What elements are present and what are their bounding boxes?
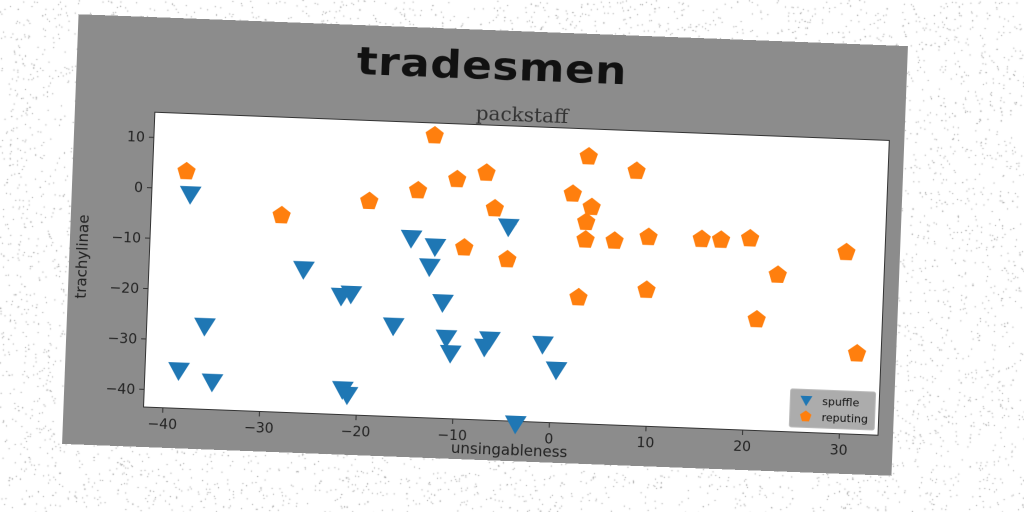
- point-spuffle: [532, 335, 554, 355]
- x-tick-label: −10: [437, 427, 467, 444]
- x-tick-label: −40: [147, 416, 177, 433]
- point-spuffle: [382, 317, 405, 337]
- y-tick-label: −40: [105, 381, 135, 398]
- point-spuffle: [419, 258, 441, 278]
- point-spuffle: [340, 285, 363, 305]
- x-tick-label: 20: [733, 439, 751, 456]
- y-tick-label: 0: [134, 180, 144, 196]
- chart-svg: packstaff −40 −30 −20 −10 0 10 20 30 100−10−20−…: [72, 101, 890, 461]
- point-spuffle: [194, 317, 216, 337]
- point-reputing: [627, 161, 646, 180]
- y-tick-label: −30: [107, 331, 137, 348]
- point-spuffle: [179, 185, 202, 205]
- point-reputing: [477, 163, 496, 181]
- point-reputing: [582, 197, 601, 216]
- y-tick-label: 10: [127, 129, 145, 146]
- x-tick-label: −20: [340, 424, 370, 441]
- figure-panel: tradesmen packstaff −40 −30 −20 −10 0 10 20 30 …: [62, 14, 908, 476]
- point-spuffle: [424, 238, 447, 258]
- legend-label-spuffle: spuffle: [822, 395, 860, 409]
- point-reputing: [569, 287, 588, 306]
- legend-marker-reputing-shape: [800, 410, 812, 422]
- legend-label-reputing: reputing: [821, 411, 868, 426]
- point-reputing: [605, 231, 624, 249]
- markers-layer: [168, 125, 867, 435]
- point-reputing: [579, 147, 598, 165]
- point-reputing: [408, 180, 428, 199]
- y-tick-label: −20: [109, 280, 139, 297]
- point-reputing: [747, 309, 766, 328]
- point-reputing: [177, 161, 196, 180]
- point-reputing: [498, 249, 517, 268]
- legend: spuffle reputing: [788, 388, 877, 431]
- y-axis: 10 0 −10 −20 −30 −40: [105, 129, 154, 398]
- y-axis-label: trachylinae: [72, 214, 93, 299]
- legend-marker-spuffle: [800, 395, 813, 407]
- point-spuffle: [504, 415, 527, 435]
- point-spuffle: [545, 361, 568, 381]
- x-tick-label: 0: [544, 431, 554, 447]
- point-spuffle: [400, 229, 423, 249]
- point-reputing: [837, 242, 856, 261]
- legend-marker-spuffle-shape: [800, 395, 813, 407]
- point-spuffle: [435, 329, 458, 349]
- point-reputing: [577, 212, 596, 231]
- point-reputing: [639, 227, 658, 246]
- y-tick-label: −10: [111, 230, 141, 247]
- x-tick-label: 10: [636, 435, 654, 452]
- chart-title: packstaff: [475, 101, 570, 129]
- x-tick-label: 30: [829, 442, 847, 459]
- point-spuffle: [439, 344, 462, 364]
- point-reputing: [740, 228, 760, 247]
- point-reputing: [711, 230, 731, 248]
- point-reputing: [637, 280, 656, 299]
- point-spuffle: [497, 218, 520, 238]
- point-reputing: [425, 125, 444, 144]
- x-tick-label: −30: [244, 420, 274, 437]
- point-reputing: [576, 230, 595, 248]
- point-reputing: [455, 238, 474, 256]
- point-reputing: [692, 229, 711, 248]
- x-axis: −40 −30 −20 −10 0 10 20 30: [147, 407, 848, 459]
- point-reputing: [448, 169, 467, 188]
- legend-box: [788, 388, 877, 431]
- point-reputing: [272, 205, 291, 224]
- point-spuffle: [336, 386, 359, 406]
- point-reputing: [847, 344, 867, 362]
- point-spuffle: [201, 373, 224, 393]
- legend-marker-reputing: [800, 410, 812, 422]
- point-reputing: [360, 191, 379, 210]
- x-axis-label: unsingableness: [451, 439, 568, 461]
- point-reputing: [768, 265, 787, 283]
- point-reputing: [563, 184, 583, 202]
- point-spuffle: [432, 294, 454, 313]
- point-spuffle: [168, 362, 190, 381]
- point-spuffle: [479, 331, 501, 351]
- point-reputing: [485, 198, 505, 217]
- point-spuffle: [293, 260, 315, 280]
